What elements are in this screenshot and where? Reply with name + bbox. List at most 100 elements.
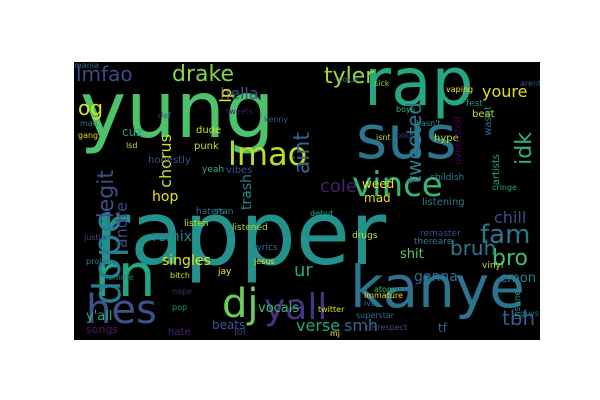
word-tweets: tweets xyxy=(226,107,253,116)
word-justin: justin xyxy=(84,233,106,242)
word-dude: dude xyxy=(196,125,222,136)
word-singles: singles xyxy=(162,253,211,269)
word-lol: lol xyxy=(234,327,246,338)
word-cmon: cmon xyxy=(500,271,537,286)
word-fam: fam xyxy=(480,220,531,250)
word-tbh: tbh xyxy=(502,306,536,330)
word-tyler: tyler xyxy=(324,64,375,89)
word-jesus: jesus xyxy=(254,257,275,266)
word-cuz: cuz xyxy=(122,125,143,139)
word-lp: lp xyxy=(216,88,235,103)
word-hate: hate xyxy=(168,327,191,338)
word-hella: hella xyxy=(220,84,259,103)
word-beats: beats xyxy=(212,318,246,332)
word-thereare: thereare xyxy=(414,237,453,247)
word-isnt: isnt xyxy=(376,133,391,142)
word-drake: drake xyxy=(172,62,234,87)
word-vinyl: vinyl xyxy=(482,261,504,271)
word-listened: listened xyxy=(232,223,268,233)
word-atom: atom xyxy=(374,285,395,294)
word-haters: haters xyxy=(196,207,225,217)
word-sick: sick xyxy=(374,79,390,88)
word-hasn-t: hasn't xyxy=(416,119,441,128)
word-yung: yung xyxy=(80,66,275,156)
word-def: def xyxy=(158,111,171,120)
word-rap: rap xyxy=(364,62,474,121)
word-vocal: vocal xyxy=(338,75,360,84)
word-yall: yall xyxy=(264,287,328,328)
word-arent: arent xyxy=(520,79,540,88)
word-immature: immature xyxy=(364,291,403,300)
word-cloud: yung rapper rap sus kanye rn vince dope lmao hes d… xyxy=(74,62,540,340)
word-tf: tf xyxy=(438,321,447,335)
word-mad: mad xyxy=(364,191,391,205)
word-andre: andre xyxy=(112,202,131,249)
word-superstar: superstar xyxy=(356,311,395,320)
word-man: man xyxy=(80,119,98,128)
word-ive: ive xyxy=(364,299,376,308)
word-dj: dj xyxy=(222,281,259,327)
word-lemme: lemme xyxy=(106,273,134,282)
word-stan: stan xyxy=(214,207,234,217)
word-smh: smh xyxy=(344,316,379,335)
word-kanye: kanye xyxy=(350,253,525,321)
word-beat: beat xyxy=(472,109,495,120)
word-lmfao: lmfao xyxy=(76,62,133,86)
word-chill: chill xyxy=(494,208,527,227)
word-artists: artists xyxy=(491,154,502,186)
word-twitter: twitter xyxy=(318,305,345,314)
word-gang: gang xyxy=(78,131,99,140)
word-childish: childish xyxy=(430,173,465,183)
word-overrated: overrated xyxy=(453,116,464,165)
word-debut: debut xyxy=(310,209,334,218)
word-listen: listen xyxy=(184,219,209,229)
word-hype: hype xyxy=(434,133,459,144)
word-lmao: lmao xyxy=(228,135,308,173)
word-disrespect: disrespect xyxy=(366,323,408,332)
word-youre: youre xyxy=(482,82,528,101)
word-listening: listening xyxy=(422,197,465,208)
word-jay: jay xyxy=(218,267,232,277)
word-verse: verse xyxy=(296,316,341,335)
word-weed: weed xyxy=(362,177,395,191)
word-sus: sus xyxy=(356,103,457,173)
word-remaster: remaster xyxy=(420,229,461,239)
word-pop: pop xyxy=(172,303,188,312)
word-cringe: cringe xyxy=(492,183,517,192)
word-gonna: gonna xyxy=(414,269,458,285)
word-ur: ur xyxy=(294,260,313,281)
word-hes: hes xyxy=(86,287,157,333)
word-cole: cole xyxy=(320,176,357,197)
word-guys: guys xyxy=(520,309,540,318)
word-vocals: vocals xyxy=(258,301,300,316)
word-honestly: honestly xyxy=(148,155,191,166)
word-mj: mj xyxy=(330,329,341,338)
word-bout: bout xyxy=(396,131,415,140)
word-hop: hop xyxy=(152,189,179,205)
word-nope: nope xyxy=(172,287,192,296)
word-punk: punk xyxy=(194,141,219,152)
word-tweeted: tweeted xyxy=(402,102,426,184)
word-kenny: kenny xyxy=(264,115,289,124)
word-rapper: rapper xyxy=(94,182,387,285)
word-drugs: drugs xyxy=(352,231,378,241)
word-rn: rn xyxy=(94,241,156,311)
word-idk: idk xyxy=(512,132,537,165)
word-bruh: bruh xyxy=(450,236,497,260)
word-fest: fest xyxy=(466,99,483,109)
word-remix: remix xyxy=(152,229,192,245)
word-vaping: vaping xyxy=(446,85,474,94)
word-shit: shit xyxy=(400,247,424,262)
word-bro: bro xyxy=(492,246,528,271)
word-boys: boys xyxy=(396,105,415,114)
word-og: og xyxy=(78,96,103,120)
word-bitch: bitch xyxy=(170,271,190,280)
word-prolly: prolly xyxy=(86,257,109,266)
word-y-all: y'all xyxy=(86,309,113,324)
word-lyrics: lyrics xyxy=(254,243,278,253)
word-songs: songs xyxy=(86,323,119,336)
word-trash: trash xyxy=(239,174,255,210)
word-vibes: vibes xyxy=(226,165,253,176)
word-lsd: lsd xyxy=(126,141,138,150)
word-mania: mania xyxy=(74,62,99,70)
